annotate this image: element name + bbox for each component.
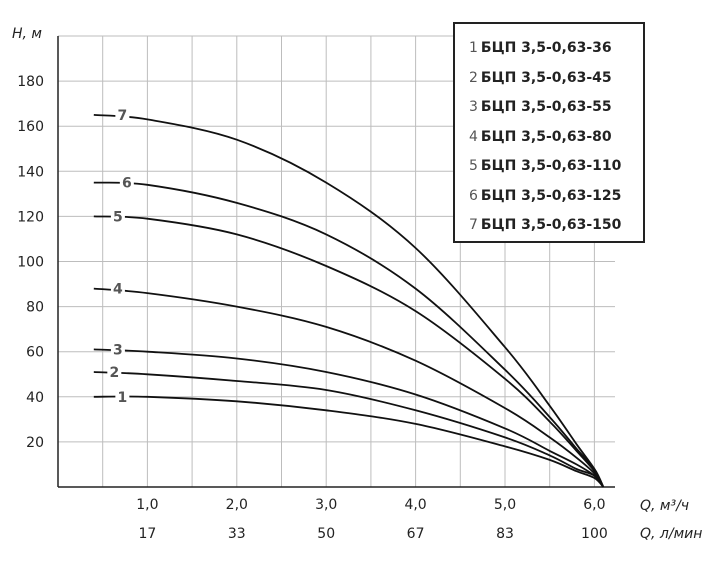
legend: 1 БЦП 3,5-0,63-36 2 БЦП 3,5-0,63-45 3 БЦП 3,5… <box>453 22 645 243</box>
legend-item-number: 6 <box>469 187 478 204</box>
legend-item: 6 БЦП 3,5-0,63-125 <box>469 182 643 212</box>
x-tick-label: 4,0 <box>404 497 426 513</box>
y-tick-label: 180 <box>17 74 44 90</box>
legend-item-label: БЦП 3,5-0,63-110 <box>480 158 622 174</box>
series-curves: 1 2 3 4 5 6 7 <box>93 105 605 488</box>
y-tick-label: 100 <box>17 255 44 271</box>
chart-grid <box>58 35 615 487</box>
x-tick-label: 5,0 <box>494 497 516 513</box>
series-label-bg <box>119 173 134 190</box>
series-label-bg <box>110 279 125 296</box>
x-tick-labels: 1,0 17 2,0 33 3,0 50 4,0 67 5,0 83 6,0 100 <box>136 497 608 542</box>
x-tick-label-secondary: 33 <box>228 526 246 542</box>
y-axis-title: H, м <box>12 26 42 42</box>
x-axis-title-secondary: Q, л/мин <box>640 526 702 542</box>
y-tick-label: 60 <box>26 345 44 361</box>
legend-item-number: 1 <box>469 40 478 56</box>
series-line-5 <box>93 215 605 488</box>
x-tick-label: 3,0 <box>315 497 337 513</box>
x-tick-label-secondary: 50 <box>317 526 335 542</box>
legend-item-label: БЦП 3,5-0,63-45 <box>480 69 612 86</box>
x-tick-label-secondary: 100 <box>581 526 608 542</box>
legend-item-number: 7 <box>469 217 478 233</box>
x-axis-title: Q, м³/ч <box>640 498 689 514</box>
y-tick-label: 20 <box>26 435 44 451</box>
series-label-5: 5 <box>113 209 123 225</box>
series-label-1: 1 <box>117 390 127 406</box>
x-tick-label: 6,0 <box>583 497 605 513</box>
legend-item: 7 БЦП 3,5-0,63-150 <box>469 211 643 241</box>
series-line-6 <box>93 181 605 488</box>
series-label-6: 6 <box>122 176 132 192</box>
legend-item-number: 5 <box>469 158 478 174</box>
series-label-7: 7 <box>117 108 127 124</box>
y-tick-label: 120 <box>17 209 44 225</box>
series-label-bg <box>110 340 125 357</box>
y-tick-label: 160 <box>17 119 44 135</box>
legend-item-number: 4 <box>469 128 478 145</box>
legend-item: 3 БЦП 3,5-0,63-55 <box>469 93 643 123</box>
legend-item-label: БЦП 3,5-0,63-125 <box>480 187 622 204</box>
y-tick-label: 140 <box>17 164 44 180</box>
x-tick-label-secondary: 17 <box>138 526 156 542</box>
series-line-3 <box>93 348 605 488</box>
y-tick-labels: 20 40 60 80 100 120 140 160 180 <box>17 74 44 451</box>
x-tick-label: 1,0 <box>136 497 158 513</box>
legend-item: 1 БЦП 3,5-0,63-36 <box>469 34 643 64</box>
series-line-1 <box>93 395 604 488</box>
series-label-2: 2 <box>109 365 119 381</box>
series-line-7 <box>93 114 605 488</box>
series-label-bg <box>115 105 130 122</box>
legend-item: 2 БЦП 3,5-0,63-45 <box>469 64 643 94</box>
x-tick-label-secondary: 67 <box>407 526 425 542</box>
series-label-bg <box>107 362 122 379</box>
legend-item-number: 2 <box>469 69 478 86</box>
legend-item: 4 БЦП 3,5-0,63-80 <box>469 123 643 153</box>
x-tick-label-secondary: 83 <box>496 526 514 542</box>
series-label-bg <box>110 207 125 224</box>
chart-axes <box>57 36 615 488</box>
legend-item: 5 БЦП 3,5-0,63-110 <box>469 152 643 182</box>
y-tick-label: 40 <box>26 390 44 406</box>
y-tick-label: 80 <box>26 300 44 316</box>
legend-item-label: БЦП 3,5-0,63-80 <box>480 128 612 145</box>
series-line-4 <box>93 287 605 488</box>
legend-item-number: 3 <box>469 99 478 115</box>
series-label-4: 4 <box>113 282 123 298</box>
x-tick-label: 2,0 <box>226 497 248 513</box>
legend-item-label: БЦП 3,5-0,63-150 <box>480 217 622 233</box>
legend-item-label: БЦП 3,5-0,63-55 <box>480 99 612 115</box>
series-label-3: 3 <box>113 342 123 358</box>
legend-item-label: БЦП 3,5-0,63-36 <box>480 40 612 56</box>
series-label-bg <box>115 387 130 404</box>
series-line-2 <box>93 371 605 488</box>
